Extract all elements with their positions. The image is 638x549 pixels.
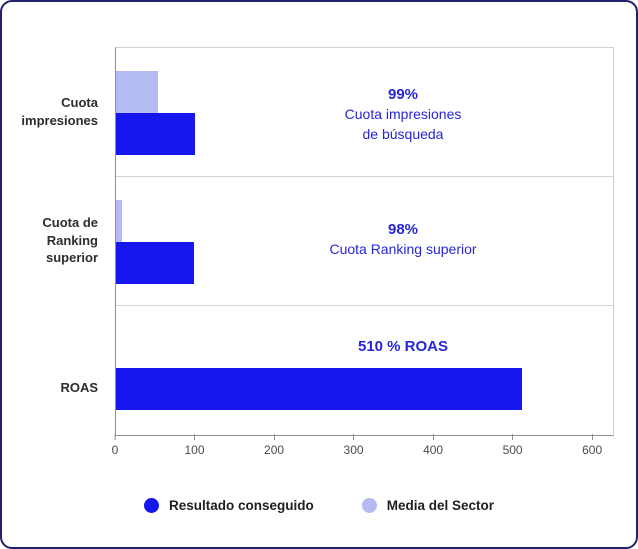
legend-label-media-sector: Media del Sector bbox=[386, 498, 495, 513]
bar-resultado-cuota-impresiones bbox=[116, 113, 195, 155]
annotation-value: 510 % ROAS bbox=[357, 338, 449, 355]
tick-mark bbox=[353, 434, 355, 440]
tick-mark bbox=[512, 434, 514, 440]
legend-dot-resultado bbox=[143, 498, 159, 513]
tick-mark bbox=[114, 434, 116, 440]
tick-label: 300 bbox=[343, 443, 364, 457]
annotation-text: de búsqueda bbox=[362, 125, 444, 142]
plot-area: 99% Cuota impresiones de búsqueda 98% Cu… bbox=[115, 47, 614, 436]
tick-mark bbox=[591, 434, 593, 440]
annotation-cuota-ranking: 98% Cuota Ranking superior bbox=[329, 219, 476, 260]
annotation-text: Cuota impresiones bbox=[344, 106, 462, 122]
tick-label: 200 bbox=[264, 443, 285, 457]
category-row-cuota-ranking-superior: 98% Cuota Ranking superior bbox=[116, 177, 613, 306]
legend-item-resultado-conseguido: Resultado conseguido bbox=[143, 498, 314, 513]
x-axis-tick: 200 bbox=[264, 434, 284, 457]
legend-item-media-del-sector: Media del Sector bbox=[361, 498, 495, 513]
x-axis-tick: 500 bbox=[503, 434, 523, 457]
category-labels: Cuota impresiones Cuota de Ranking super… bbox=[2, 47, 108, 434]
x-axis-tick: 300 bbox=[344, 434, 364, 457]
tick-label: 100 bbox=[184, 443, 205, 457]
category-label-cuota-impresiones: Cuota impresiones bbox=[21, 94, 98, 128]
tick-mark bbox=[194, 434, 196, 440]
annotation-value: 99% bbox=[387, 86, 419, 103]
tick-label: 500 bbox=[502, 443, 523, 457]
x-axis-tick: 600 bbox=[582, 434, 602, 457]
x-axis-tick: 400 bbox=[423, 434, 443, 457]
x-axis-tick: 0 bbox=[111, 434, 119, 457]
legend-label-resultado: Resultado conseguido bbox=[168, 498, 314, 513]
tick-label: 600 bbox=[582, 443, 603, 457]
category-row-roas: 510 % ROAS bbox=[116, 306, 613, 435]
tick-label: 400 bbox=[423, 443, 444, 457]
x-axis-tick: 100 bbox=[185, 434, 205, 457]
category-label-cuota-ranking-superior: Cuota de Ranking superior bbox=[42, 215, 98, 266]
tick-label: 0 bbox=[111, 443, 119, 457]
annotation-value: 98% bbox=[387, 221, 419, 238]
annotation-roas: 510 % ROAS bbox=[358, 336, 448, 357]
x-axis: 0 100 200 300 400 500 600 bbox=[111, 434, 612, 468]
category-row-cuota-impresiones: 99% Cuota impresiones de búsqueda bbox=[116, 48, 613, 177]
tick-mark bbox=[432, 434, 434, 440]
annotation-cuota-impresiones: 99% Cuota impresiones de búsqueda bbox=[345, 84, 462, 144]
bar-resultado-cuota-ranking bbox=[116, 242, 194, 284]
legend-dot-media-sector bbox=[361, 498, 377, 513]
category-label-roas: ROAS bbox=[60, 380, 98, 395]
legend: Resultado conseguido Media del Sector bbox=[2, 498, 636, 513]
annotation-text: Cuota Ranking superior bbox=[329, 241, 477, 257]
tick-mark bbox=[273, 434, 275, 440]
bar-media-sector-cuota-impresiones bbox=[116, 71, 159, 113]
bar-resultado-roas bbox=[116, 368, 522, 410]
bar-media-sector-cuota-ranking bbox=[116, 200, 123, 242]
